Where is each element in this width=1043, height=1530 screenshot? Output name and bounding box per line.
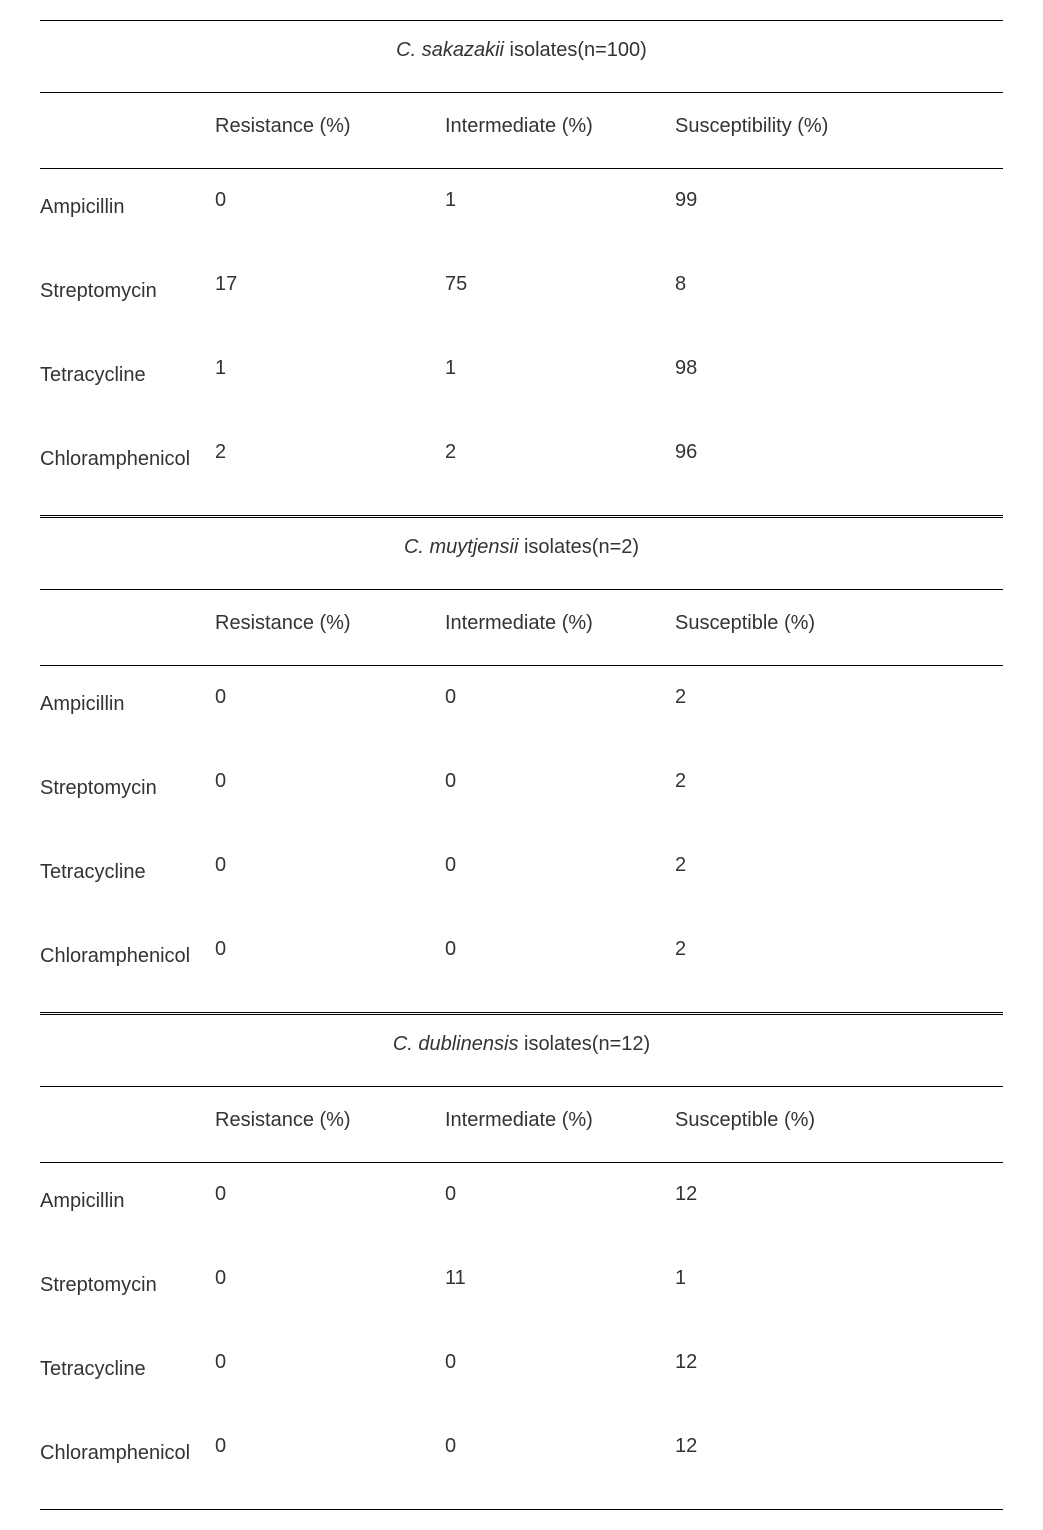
susceptible-cell: 98 [675, 357, 1003, 393]
table-row: Chloramphenicol 0 0 12 [40, 1415, 1003, 1499]
intermediate-cell: 1 [445, 357, 675, 393]
antibiotic-cell: Chloramphenicol [40, 441, 215, 477]
header-antibiotic-blank [40, 612, 215, 635]
table-row: Tetracycline 1 1 98 [40, 337, 1003, 421]
species-name-1: C. sakazakii [396, 39, 504, 61]
intermediate-cell: 0 [445, 854, 675, 890]
table-row: Streptomycin 0 0 2 [40, 750, 1003, 834]
table-row: Ampicillin 0 1 99 [40, 169, 1003, 253]
susceptible-cell: 2 [675, 686, 1003, 722]
resistance-cell: 0 [215, 770, 445, 806]
table-row: Chloramphenicol 0 0 2 [40, 918, 1003, 1002]
intermediate-cell: 2 [445, 441, 675, 477]
isolates-count-2: isolates(n=2) [518, 536, 639, 558]
header-resistance: Resistance (%) [215, 612, 445, 635]
header-antibiotic-blank [40, 115, 215, 138]
section-title-3: C. dublinensis isolates(n=12) [40, 1015, 1003, 1086]
section-title-2: C. muytjensii isolates(n=2) [40, 518, 1003, 589]
susceptible-cell: 12 [675, 1435, 1003, 1471]
resistance-cell: 2 [215, 441, 445, 477]
antibiotic-cell: Streptomycin [40, 273, 215, 309]
intermediate-cell: 0 [445, 770, 675, 806]
column-headers-2: Resistance (%) Intermediate (%) Suscepti… [40, 589, 1003, 665]
antibiotic-cell: Ampicillin [40, 1183, 215, 1219]
intermediate-cell: 0 [445, 938, 675, 974]
antibiotic-cell: Chloramphenicol [40, 1435, 215, 1471]
susceptible-cell: 99 [675, 189, 1003, 225]
table-row: Ampicillin 0 0 2 [40, 666, 1003, 750]
antibiotic-cell: Tetracycline [40, 854, 215, 890]
intermediate-cell: 1 [445, 189, 675, 225]
header-susceptible: Susceptible (%) [675, 1109, 1003, 1132]
header-susceptibility: Susceptibility (%) [675, 115, 1003, 138]
section-body-2: Ampicillin 0 0 2 Streptomycin 0 0 2 Tetr… [40, 665, 1003, 1015]
antibiotic-cell: Tetracycline [40, 357, 215, 393]
antibiotic-cell: Streptomycin [40, 1267, 215, 1303]
table-row: Chloramphenicol 2 2 96 [40, 421, 1003, 505]
resistance-cell: 0 [215, 1351, 445, 1387]
table-row: Tetracycline 0 0 12 [40, 1331, 1003, 1415]
column-headers-1: Resistance (%) Intermediate (%) Suscepti… [40, 92, 1003, 168]
isolates-count-3: isolates(n=12) [518, 1033, 650, 1055]
table-row: Tetracycline 0 0 2 [40, 834, 1003, 918]
antibiotic-cell: Ampicillin [40, 189, 215, 225]
susceptible-cell: 96 [675, 441, 1003, 477]
susceptible-cell: 12 [675, 1183, 1003, 1219]
antibiotic-cell: Streptomycin [40, 770, 215, 806]
header-intermediate: Intermediate (%) [445, 115, 675, 138]
table-row: Streptomycin 0 11 1 [40, 1247, 1003, 1331]
susceptible-cell: 2 [675, 938, 1003, 974]
table-row: Streptomycin 17 75 8 [40, 253, 1003, 337]
column-headers-3: Resistance (%) Intermediate (%) Suscepti… [40, 1086, 1003, 1162]
intermediate-cell: 0 [445, 1351, 675, 1387]
susceptible-cell: 2 [675, 770, 1003, 806]
isolates-count-1: isolates(n=100) [504, 39, 647, 61]
intermediate-cell: 0 [445, 686, 675, 722]
section-body-3: Ampicillin 0 0 12 Streptomycin 0 11 1 Te… [40, 1162, 1003, 1510]
header-intermediate: Intermediate (%) [445, 1109, 675, 1132]
section-body-1: Ampicillin 0 1 99 Streptomycin 17 75 8 T… [40, 168, 1003, 518]
resistance-cell: 17 [215, 273, 445, 309]
susceptible-cell: 2 [675, 854, 1003, 890]
antibiotic-cell: Tetracycline [40, 1351, 215, 1387]
antibiotic-resistance-table: C. sakazakii isolates(n=100) Resistance … [40, 20, 1003, 1510]
header-resistance: Resistance (%) [215, 1109, 445, 1132]
section-title-1: C. sakazakii isolates(n=100) [40, 20, 1003, 92]
resistance-cell: 0 [215, 1267, 445, 1303]
susceptible-cell: 12 [675, 1351, 1003, 1387]
intermediate-cell: 0 [445, 1435, 675, 1471]
intermediate-cell: 0 [445, 1183, 675, 1219]
species-name-3: C. dublinensis [393, 1033, 519, 1055]
resistance-cell: 1 [215, 357, 445, 393]
table-row: Ampicillin 0 0 12 [40, 1163, 1003, 1247]
header-susceptible: Susceptible (%) [675, 612, 1003, 635]
header-intermediate: Intermediate (%) [445, 612, 675, 635]
susceptible-cell: 1 [675, 1267, 1003, 1303]
species-name-2: C. muytjensii [404, 536, 518, 558]
antibiotic-cell: Chloramphenicol [40, 938, 215, 974]
antibiotic-cell: Ampicillin [40, 686, 215, 722]
intermediate-cell: 75 [445, 273, 675, 309]
resistance-cell: 0 [215, 1435, 445, 1471]
header-resistance: Resistance (%) [215, 115, 445, 138]
resistance-cell: 0 [215, 1183, 445, 1219]
resistance-cell: 0 [215, 189, 445, 225]
resistance-cell: 0 [215, 854, 445, 890]
intermediate-cell: 11 [445, 1267, 675, 1303]
header-antibiotic-blank [40, 1109, 215, 1132]
susceptible-cell: 8 [675, 273, 1003, 309]
resistance-cell: 0 [215, 686, 445, 722]
resistance-cell: 0 [215, 938, 445, 974]
